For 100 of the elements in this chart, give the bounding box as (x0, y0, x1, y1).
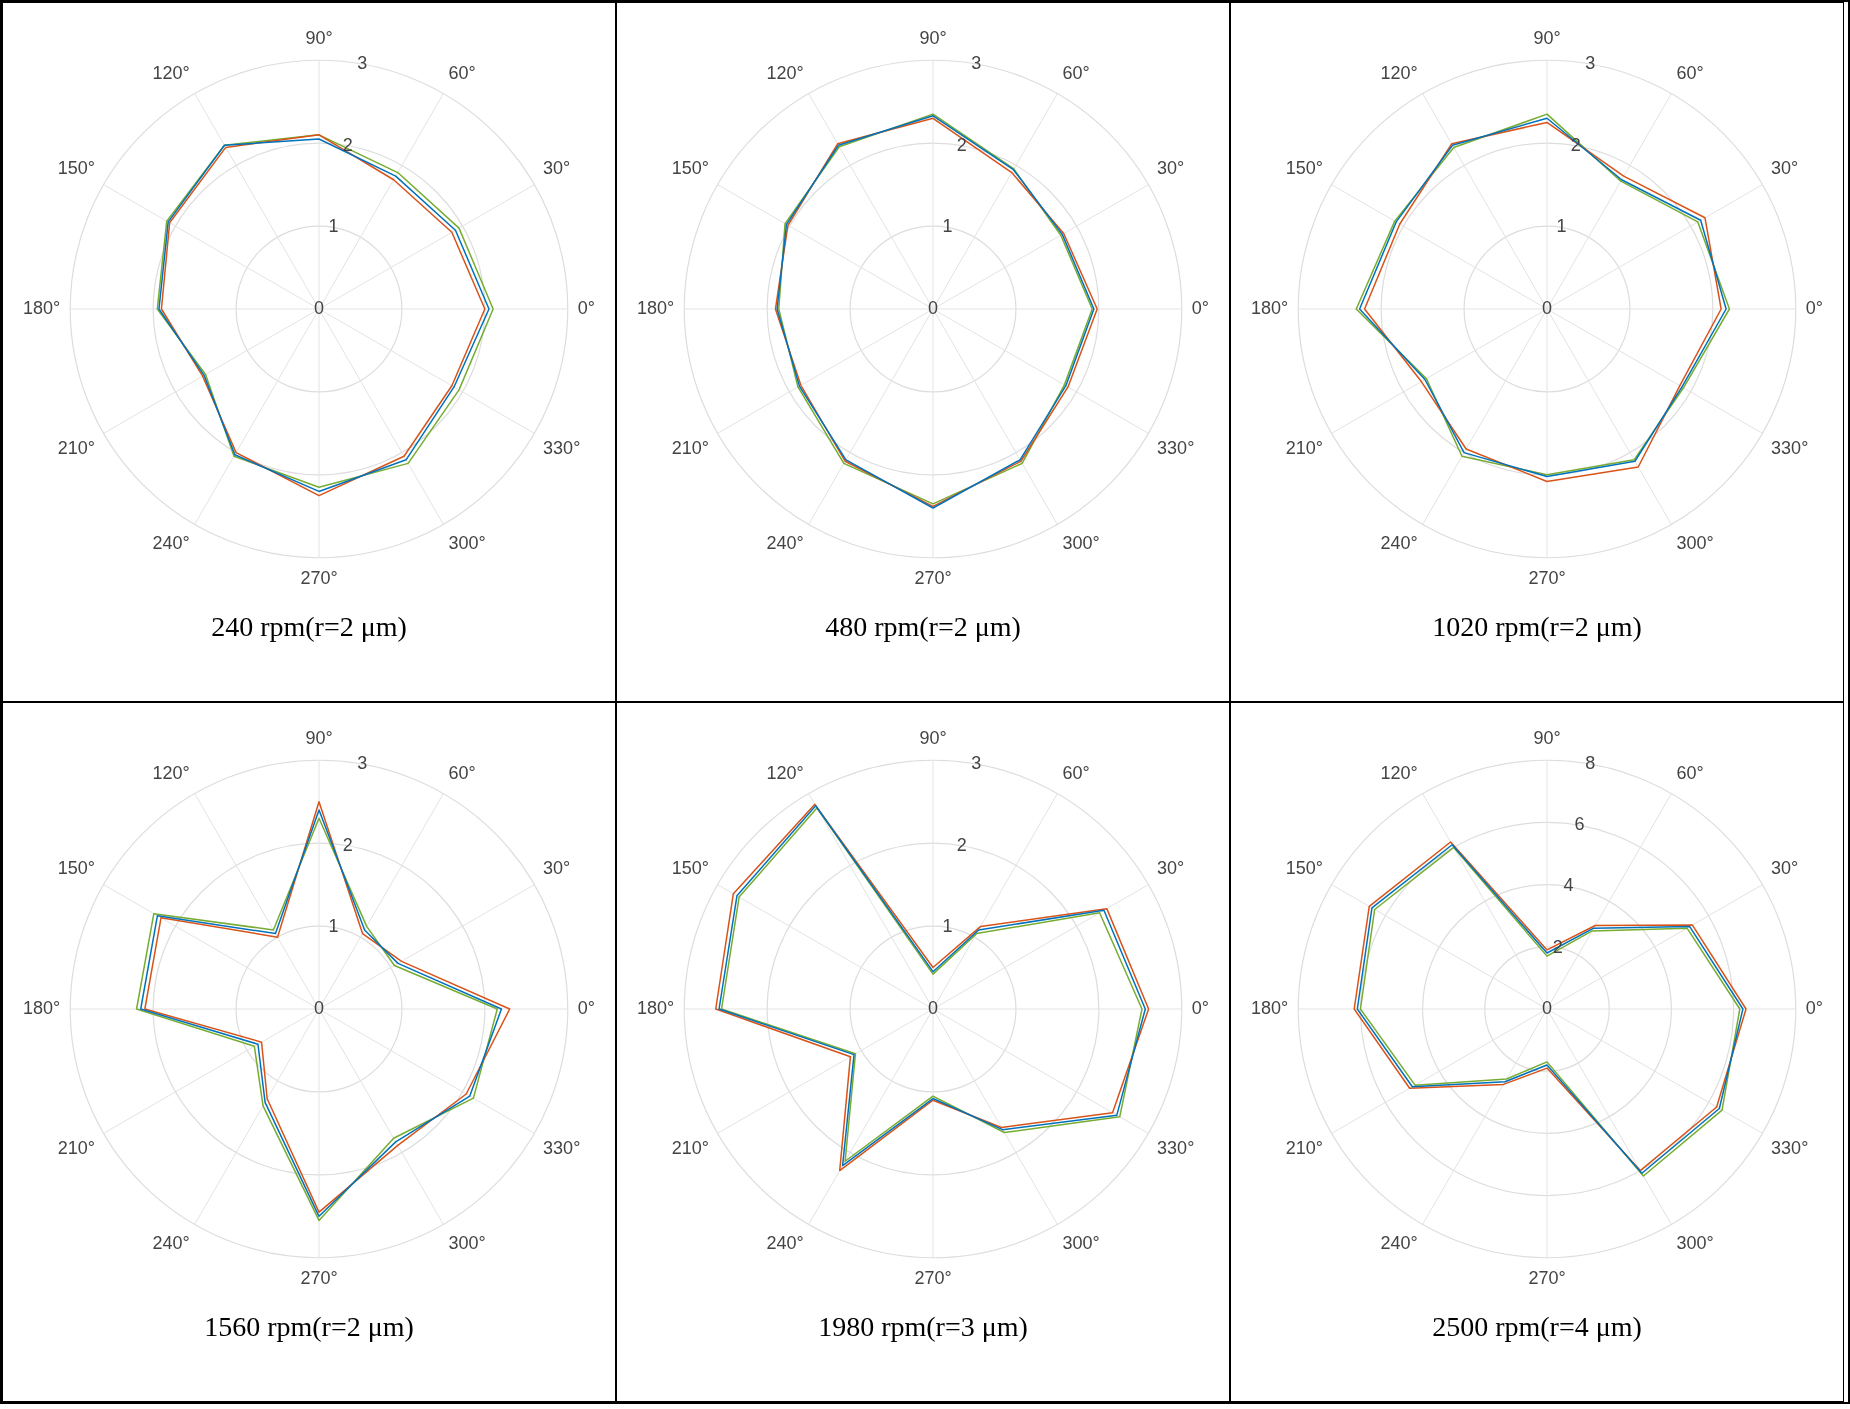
y-tick-label: 0 (1541, 297, 1553, 318)
spoke-label: 60° (1062, 763, 1090, 784)
spoke-label: 300° (1062, 1232, 1100, 1253)
text: 2500 rpm(r=4 μm) (1432, 1311, 1642, 1343)
y-tick-label: 3 (357, 52, 368, 73)
spoke-label: 210° (1285, 438, 1323, 459)
y-tick-label: 1 (328, 916, 339, 937)
y-tick-label: 0 (927, 997, 939, 1018)
spoke-label: 150° (671, 857, 709, 878)
spoke-label: 0° (577, 997, 595, 1018)
y-tick-label: 1 (942, 216, 953, 237)
text: 1020 rpm(r=2 μm) (1432, 611, 1642, 643)
spoke-label: 60° (1676, 763, 1704, 784)
spoke-label: 210° (1285, 1138, 1323, 1159)
y-tick-label: 0 (313, 997, 325, 1018)
spoke-label: 300° (1676, 532, 1714, 553)
text: 480 rpm(r=2 μm) (825, 611, 1021, 643)
spoke-label: 270° (1528, 1267, 1566, 1288)
spoke-label: 330° (543, 1138, 581, 1159)
y-tick-label: 8 (1585, 752, 1596, 773)
spoke-label: 30° (1157, 857, 1185, 878)
spoke-label: 240° (152, 1232, 190, 1253)
y-tick-label: 0 (313, 297, 325, 318)
spoke-label: 120° (1380, 763, 1418, 784)
spoke-label: 60° (448, 63, 476, 84)
y-tick-label: 2 (342, 834, 353, 855)
spoke-label: 30° (543, 857, 571, 878)
spoke-label: 0° (577, 297, 595, 318)
spoke-label: 180° (23, 297, 61, 318)
spoke-label: 60° (448, 763, 476, 784)
y-tick-label: 1 (328, 216, 339, 237)
spoke-label: 90° (919, 728, 947, 749)
spoke-label: 210° (57, 1138, 95, 1159)
text: 1980 rpm(r=3 μm) (818, 1311, 1028, 1343)
spoke-label: 330° (1157, 438, 1195, 459)
y-tick-label: 6 (1574, 814, 1585, 835)
y-tick-label: 0 (927, 297, 939, 318)
y-tick-label: 2 (956, 834, 967, 855)
y-tick-label: 2 (956, 134, 967, 155)
y-tick-label: 3 (971, 52, 982, 73)
spoke-label: 150° (671, 157, 709, 178)
spoke-label: 210° (57, 438, 95, 459)
spoke-label: 180° (1251, 297, 1289, 318)
spoke-label: 300° (1676, 1232, 1714, 1253)
spoke-label: 90° (919, 28, 947, 49)
spoke-label: 30° (543, 157, 571, 178)
spoke-label: 30° (1771, 157, 1799, 178)
y-tick-label: 3 (1585, 52, 1596, 73)
spoke-label: 270° (914, 567, 952, 588)
spoke-label: 300° (448, 1232, 486, 1253)
spoke-label: 240° (1380, 1232, 1418, 1253)
y-tick-label: 1 (942, 916, 953, 937)
spoke-label: 270° (300, 567, 338, 588)
text: 240 rpm(r=2 μm) (211, 611, 407, 643)
spoke-label: 330° (543, 438, 581, 459)
spoke-label: 90° (305, 28, 333, 49)
spoke-label: 300° (448, 532, 486, 553)
spoke-label: 0° (1191, 997, 1209, 1018)
y-tick-label: 3 (971, 752, 982, 773)
spoke-label: 210° (671, 438, 709, 459)
spoke-label: 150° (57, 157, 95, 178)
spoke-label: 0° (1805, 997, 1823, 1018)
spoke-label: 330° (1771, 1138, 1809, 1159)
spoke-label: 150° (1285, 157, 1323, 178)
y-tick-label: 1 (1556, 216, 1567, 237)
spoke-label: 240° (1380, 532, 1418, 553)
spoke-label: 180° (1251, 997, 1289, 1018)
spoke-label: 210° (671, 1138, 709, 1159)
spoke-label: 120° (766, 763, 804, 784)
spoke-label: 120° (152, 63, 190, 84)
spoke-label: 60° (1062, 63, 1090, 84)
spoke-label: 180° (637, 997, 675, 1018)
spoke-label: 90° (1533, 28, 1561, 49)
spoke-label: 30° (1157, 157, 1185, 178)
spoke-label: 240° (766, 532, 804, 553)
spoke-label: 0° (1805, 297, 1823, 318)
spoke-label: 270° (914, 1267, 952, 1288)
spoke-label: 60° (1676, 63, 1704, 84)
spoke-label: 270° (300, 1267, 338, 1288)
spoke-label: 90° (305, 728, 333, 749)
spoke-label: 0° (1191, 297, 1209, 318)
spoke-label: 240° (152, 532, 190, 553)
spoke-label: 90° (1533, 728, 1561, 749)
spoke-label: 150° (1285, 857, 1323, 878)
spoke-label: 240° (766, 1232, 804, 1253)
spoke-label: 330° (1771, 438, 1809, 459)
spoke-label: 30° (1771, 857, 1799, 878)
spoke-label: 180° (637, 297, 675, 318)
y-tick-label: 3 (357, 752, 368, 773)
spoke-label: 330° (1157, 1138, 1195, 1159)
spoke-label: 150° (57, 857, 95, 878)
spoke-label: 120° (766, 63, 804, 84)
spoke-label: 300° (1062, 532, 1100, 553)
spoke-label: 270° (1528, 567, 1566, 588)
spoke-label: 120° (152, 763, 190, 784)
y-tick-label: 0 (1541, 997, 1553, 1018)
y-tick-label: 4 (1563, 875, 1574, 896)
spoke-label: 120° (1380, 63, 1418, 84)
text: 1560 rpm(r=2 μm) (204, 1311, 414, 1343)
spoke-label: 180° (23, 997, 61, 1018)
